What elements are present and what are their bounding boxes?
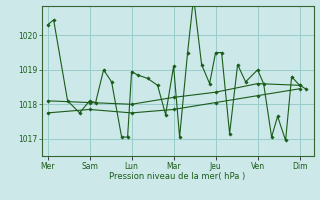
X-axis label: Pression niveau de la mer( hPa ): Pression niveau de la mer( hPa ): [109, 172, 246, 181]
